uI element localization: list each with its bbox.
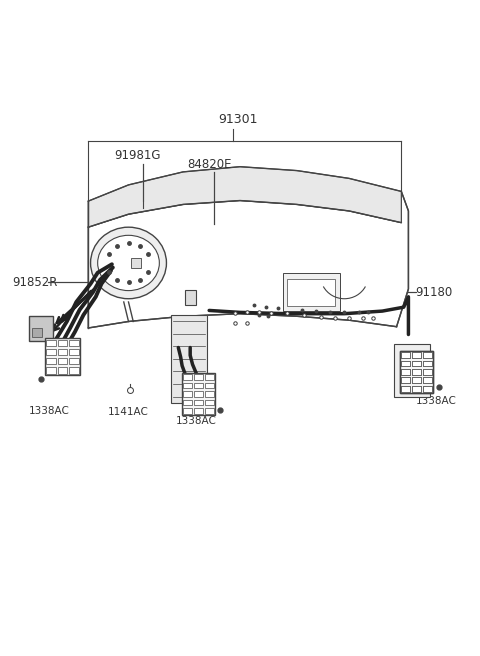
Text: 1141AC: 1141AC [108,407,149,417]
Bar [58,349,67,356]
Ellipse shape [91,227,167,298]
Bar [412,386,421,392]
Bar [69,358,79,365]
Bar [401,361,410,367]
Bar [185,290,196,304]
Text: 91981G: 91981G [115,149,161,162]
Bar [46,338,80,375]
Text: 91180: 91180 [416,286,453,298]
Bar [401,386,410,392]
Bar [412,369,421,375]
Bar [183,400,192,405]
Bar [401,386,410,392]
Bar [205,400,214,405]
Bar [423,361,432,367]
Bar [423,369,432,375]
Bar [400,351,433,393]
Bar [183,374,192,380]
Bar [69,349,79,356]
Bar [205,374,214,380]
Bar [194,391,203,397]
Bar [47,349,56,356]
Bar [412,377,421,383]
Bar [69,367,79,373]
Bar [183,408,192,414]
Bar [131,258,141,268]
Ellipse shape [97,236,159,291]
Bar [401,377,410,383]
Bar [171,315,207,403]
Polygon shape [88,192,408,328]
Bar [423,377,432,383]
Bar [394,344,430,397]
Bar [47,358,56,365]
Bar [423,377,432,383]
Bar [182,373,215,415]
Bar [183,382,192,388]
Bar [412,386,421,392]
Text: 91301: 91301 [218,113,257,127]
Bar [205,408,214,414]
Bar [401,369,410,375]
Bar [423,386,432,392]
Bar [47,340,56,346]
Text: 1338AC: 1338AC [29,406,70,416]
Bar [58,340,67,346]
Bar [400,351,433,393]
Bar [401,352,410,358]
Bar [288,279,335,306]
Bar [423,352,432,358]
Bar [183,391,192,397]
Text: 84820E: 84820E [187,157,231,171]
Bar [412,352,421,358]
Bar [401,377,410,383]
Bar [412,352,421,358]
Bar [58,367,67,373]
Text: 91852R: 91852R [12,276,58,289]
Bar [423,361,432,367]
Bar [412,361,421,367]
Bar [423,352,432,358]
Bar [194,408,203,414]
Bar [401,361,410,367]
Bar [283,274,340,311]
Bar [32,328,42,337]
Bar [205,382,214,388]
Bar [423,386,432,392]
Bar [205,391,214,397]
Polygon shape [88,167,401,227]
Text: 1338AC: 1338AC [176,416,217,426]
Bar [401,369,410,375]
Bar [412,377,421,383]
Bar [194,382,203,388]
Bar [412,361,421,367]
Bar [423,369,432,375]
Bar [58,358,67,365]
Bar [194,400,203,405]
Bar [29,316,53,341]
Bar [401,352,410,358]
Bar [69,340,79,346]
Bar [412,369,421,375]
Bar [194,374,203,380]
Text: 1338AC: 1338AC [416,396,456,406]
Bar [47,367,56,373]
